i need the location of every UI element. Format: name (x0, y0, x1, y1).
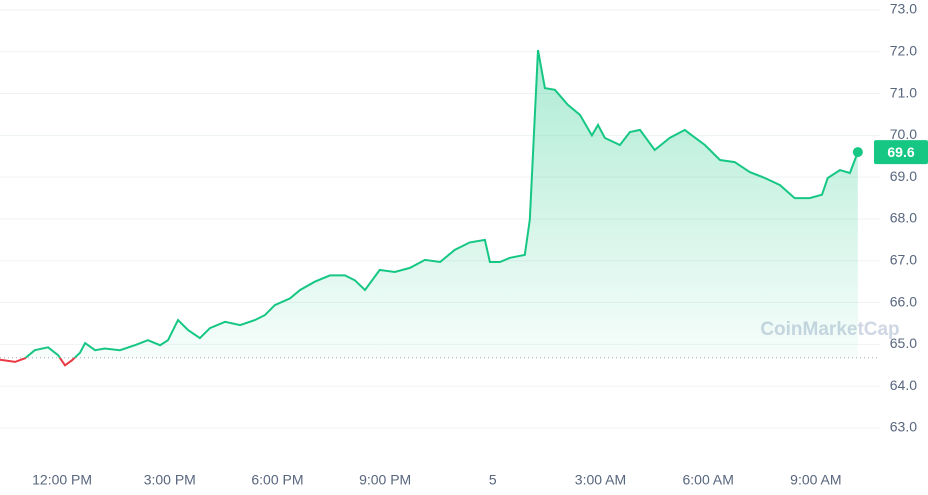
y-tick-label: 67.0 (890, 251, 917, 267)
area (25, 50, 858, 358)
y-tick-label: 64.0 (890, 377, 917, 393)
price-line (23, 49, 859, 358)
x-tick-label: 6:00 PM (251, 472, 303, 488)
last-point (852, 147, 863, 158)
x-tick-label: 3:00 AM (575, 472, 626, 488)
x-tick-label: 3:00 PM (144, 472, 196, 488)
y-tick-label: 70.0 (890, 126, 917, 142)
y-tick-label: 72.0 (890, 42, 917, 58)
y-tick-label: 65.0 (890, 335, 917, 351)
x-tick-label: 9:00 AM (790, 472, 841, 488)
x-tick-label: 5 (489, 472, 497, 488)
x-tick-label: 9:00 PM (359, 472, 411, 488)
y-tick-label: 71.0 (890, 84, 917, 100)
y-tick-label: 63.0 (890, 419, 917, 435)
y-tick-label: 68.0 (890, 210, 917, 226)
y-tick-label: 66.0 (890, 293, 917, 309)
price-tag-label: 69.6 (887, 144, 914, 160)
x-tick-label: 6:00 AM (682, 472, 733, 488)
y-tick-label: 69.0 (890, 168, 917, 184)
price-tag (874, 140, 928, 165)
y-tick-label: 73.0 (890, 1, 917, 17)
x-tick-label: 12:00 PM (32, 472, 92, 488)
